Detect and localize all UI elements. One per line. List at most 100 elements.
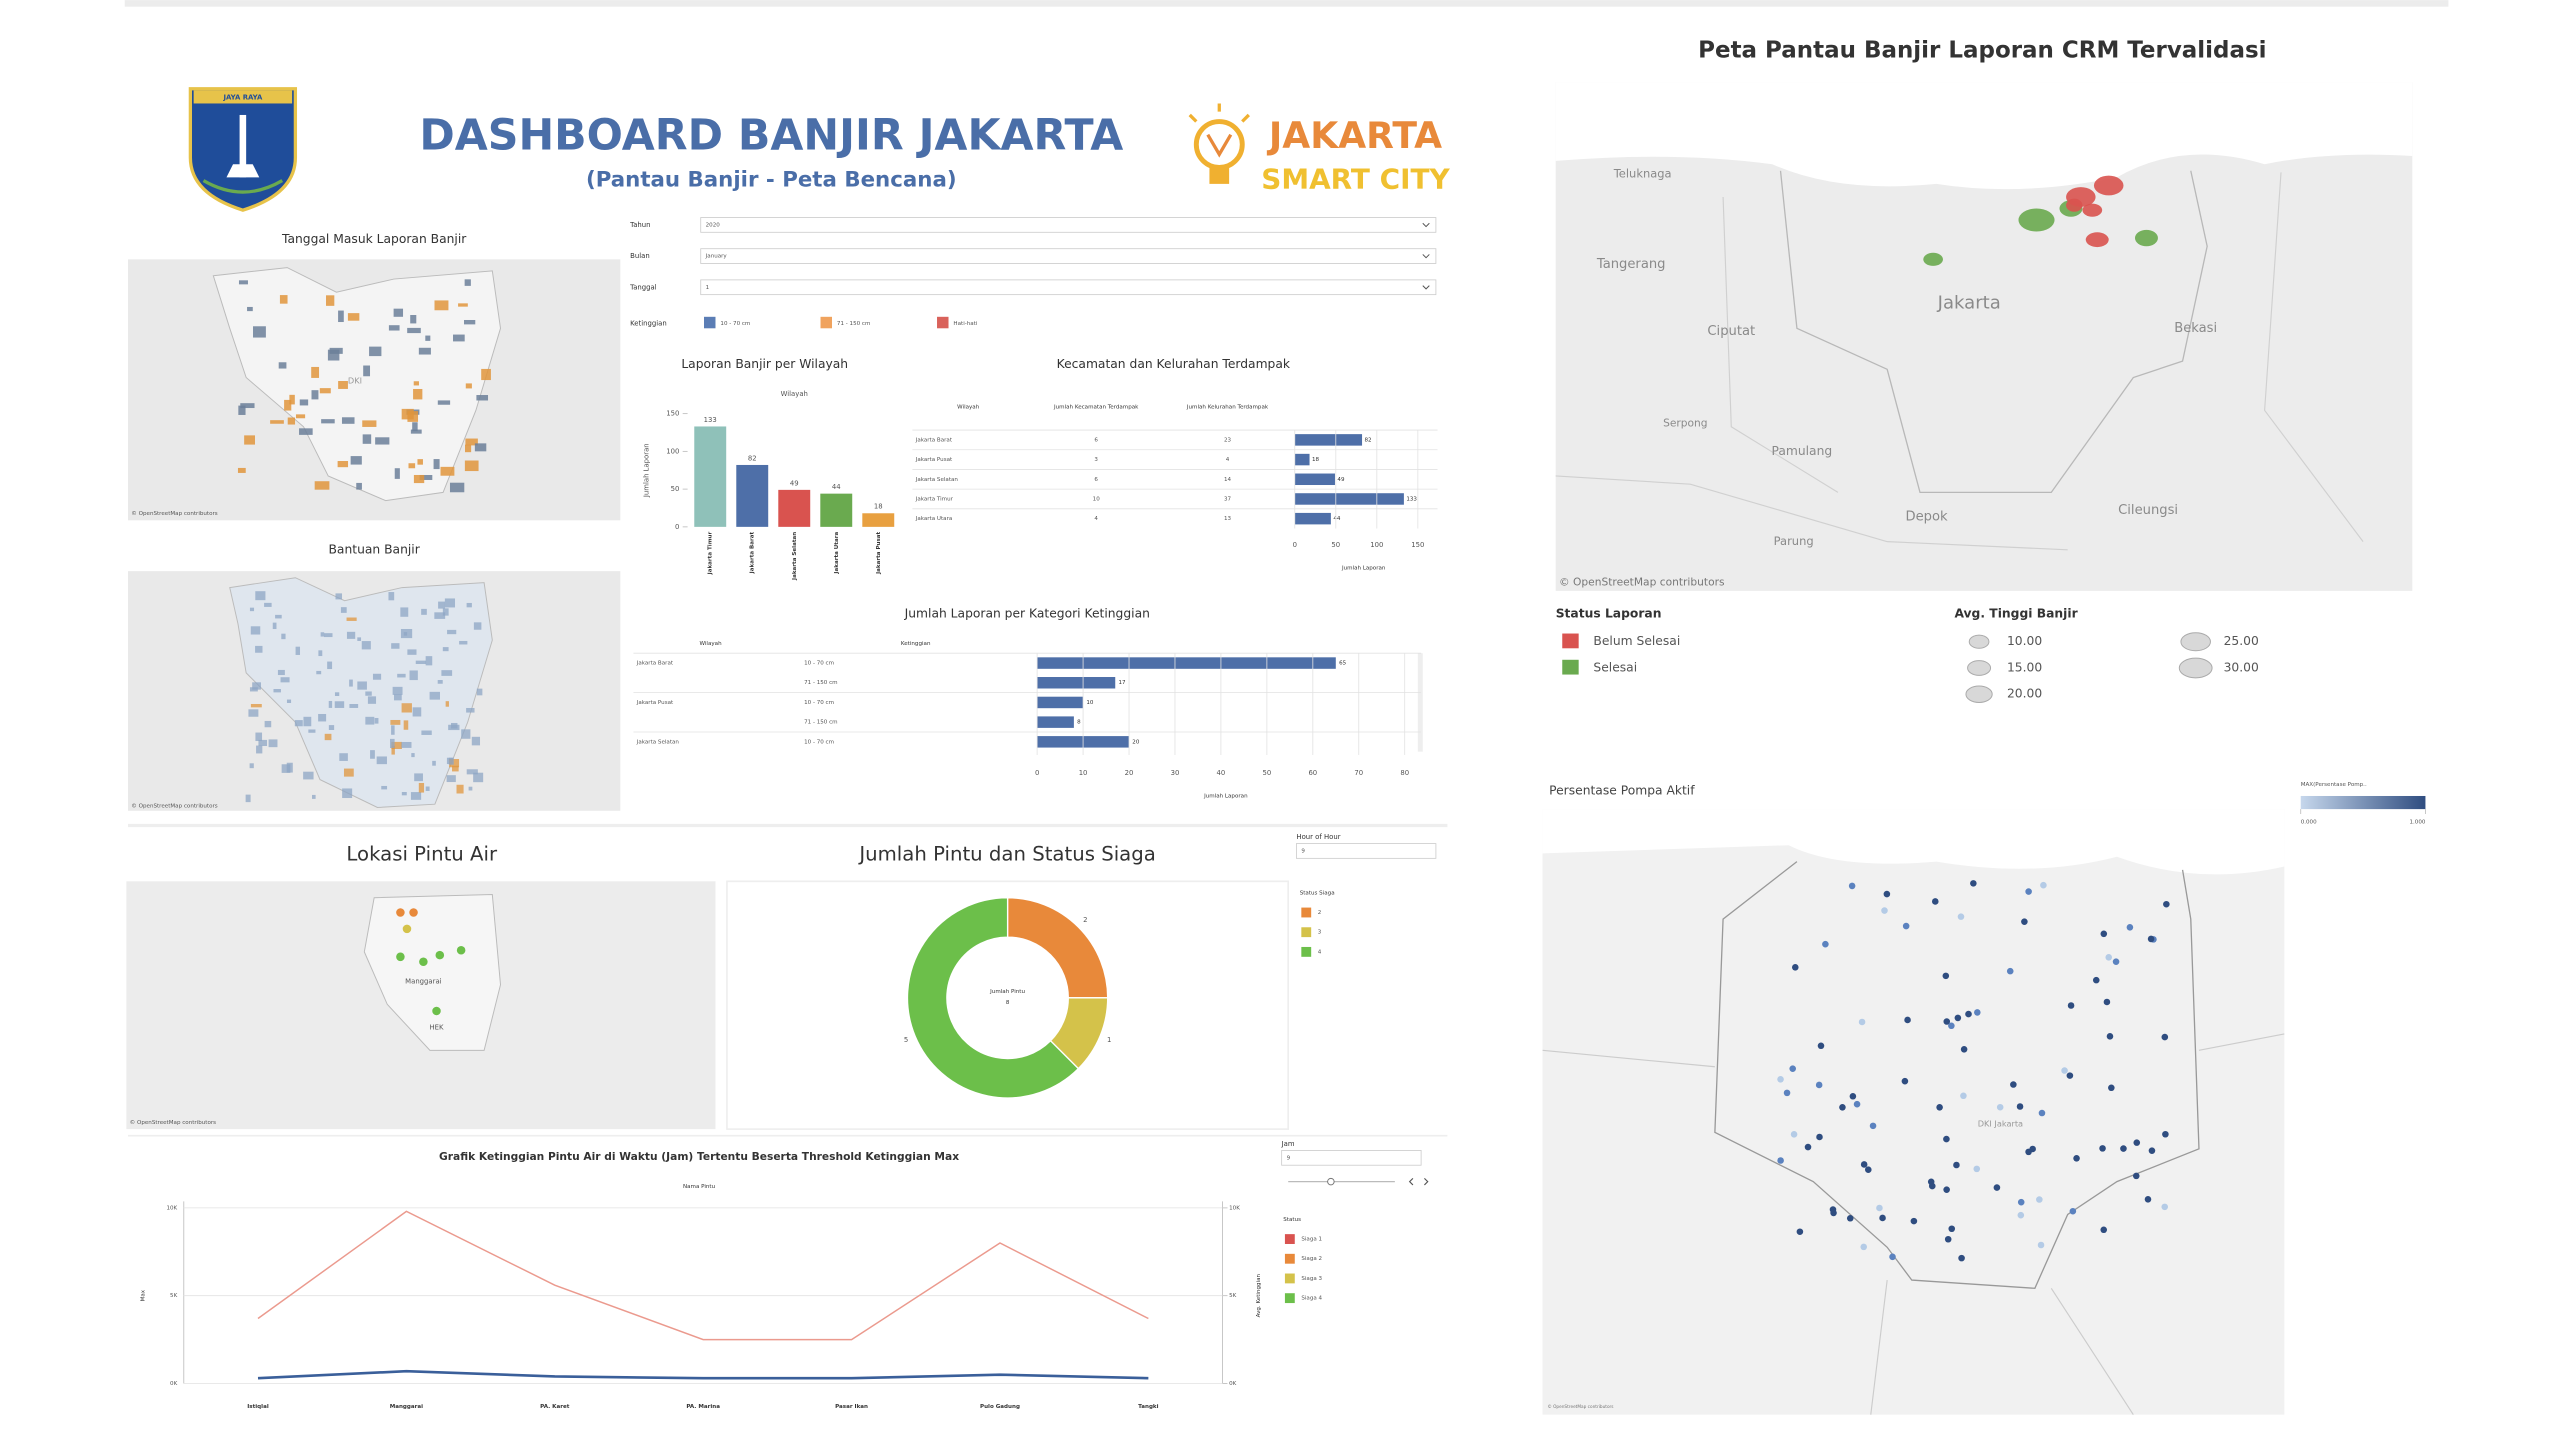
map-area — [474, 443, 487, 452]
map-area — [278, 362, 287, 369]
x-tick-label: 20 — [1125, 769, 1134, 777]
filter-label: Bulan — [630, 252, 650, 260]
cell: 4 — [1094, 516, 1098, 522]
map-area — [299, 428, 313, 435]
map-area — [459, 640, 468, 645]
legend-label: Siaga 1 — [1301, 1237, 1322, 1243]
dropdown[interactable] — [1296, 843, 1437, 859]
map-area — [252, 682, 261, 690]
x-tick-label: Jakarta Utara — [834, 532, 840, 575]
map-point — [2017, 1198, 2025, 1206]
map-area — [456, 784, 464, 794]
map-area — [410, 792, 422, 800]
dropdown[interactable] — [700, 279, 1437, 296]
map-area — [447, 629, 457, 635]
y-tick-label: 150 — [666, 410, 679, 418]
map-area — [255, 591, 266, 601]
line-series — [257, 1210, 1149, 1341]
bar — [736, 464, 769, 527]
x-tick-label: Jakarta Selatan — [792, 532, 798, 581]
map-point — [2067, 1002, 2075, 1009]
map-point — [2040, 881, 2047, 889]
map-point — [2147, 935, 2155, 943]
map-area — [442, 647, 449, 652]
map-area — [311, 390, 319, 400]
map-point — [2061, 1067, 2068, 1074]
map-point — [1816, 1133, 1823, 1141]
legend-size — [1965, 685, 1993, 703]
data-label: 133 — [704, 416, 717, 424]
legend-label: 4 — [1318, 949, 1322, 955]
map-point — [2106, 1033, 2114, 1040]
y-tick-label: 50 — [671, 485, 680, 493]
map-area — [249, 763, 254, 769]
map-place: Pamulang — [1771, 444, 1832, 458]
cell: Jakarta Selatan — [636, 739, 680, 745]
x-tick-label: Manggarai — [390, 1404, 423, 1410]
map-area — [408, 463, 416, 469]
map-area — [287, 417, 296, 425]
bar — [862, 513, 895, 527]
map-area — [425, 786, 430, 791]
map-area — [418, 347, 431, 355]
map-area — [314, 481, 330, 490]
map-point — [2126, 924, 2134, 931]
map-area — [295, 414, 306, 419]
map-point — [1796, 1228, 1804, 1236]
x-tick-label: 100 — [1370, 541, 1383, 549]
dropdown[interactable] — [1281, 1150, 1422, 1166]
map-area — [393, 694, 402, 701]
map-point — [435, 950, 445, 960]
x-tick-label: 70 — [1354, 769, 1363, 777]
map-area — [429, 691, 440, 700]
x-tick-label: Pulo Gadung — [980, 1404, 1020, 1410]
map-label: DKI Jakarta — [1978, 1119, 2023, 1129]
cell: Jakarta Selatan — [915, 477, 959, 483]
map-area — [289, 394, 295, 405]
map-area — [240, 403, 255, 409]
map-point — [2017, 1211, 2025, 1219]
map-area — [388, 325, 400, 331]
y-axis-label: Max — [140, 1289, 146, 1301]
map-place: Cileungsi — [2118, 503, 2178, 518]
map-point — [1902, 922, 1910, 930]
cell: 3 — [1094, 457, 1098, 463]
map-area — [453, 334, 465, 342]
dropdown-arrow — [1422, 222, 1430, 228]
cell: 10 - 70 cm — [804, 661, 834, 667]
legend-label: Siaga 2 — [1301, 1256, 1322, 1262]
dropdown[interactable] — [700, 248, 1437, 264]
road — [1555, 172, 2364, 551]
x-tick-label: PA. Marina — [686, 1404, 720, 1410]
map-area — [407, 649, 417, 655]
slider-handle[interactable] — [1327, 1177, 1335, 1186]
x-tick-label: 30 — [1171, 769, 1180, 777]
data-label: 44 — [832, 483, 841, 491]
map-area — [419, 474, 433, 480]
map-area — [350, 456, 362, 465]
slider-step[interactable] — [1408, 1177, 1429, 1186]
map-area — [357, 681, 367, 690]
map-area — [369, 346, 382, 357]
dropdown[interactable] — [700, 217, 1437, 233]
map-point — [1954, 1014, 1962, 1022]
y2-axis-label: Avg. Ketinggian — [1256, 1274, 1262, 1318]
map-area — [280, 677, 290, 683]
map-area — [255, 732, 263, 742]
map-area — [461, 729, 471, 739]
legend-label: Siaga 3 — [1301, 1276, 1322, 1282]
map-region — [212, 267, 502, 502]
map-area — [272, 622, 277, 630]
dashboard-title: DASHBOARD BANJIR JAKARTA — [419, 110, 1123, 160]
dropdown-value: January — [705, 254, 728, 260]
map-point — [2105, 954, 2113, 961]
map-area — [415, 660, 427, 665]
map-place: Tangerang — [1596, 257, 1666, 272]
map-point — [1822, 940, 1829, 948]
data-label: 5 — [904, 1036, 908, 1044]
map-area — [411, 753, 415, 758]
map-area — [318, 650, 323, 657]
x-tick-label: 0 — [1293, 541, 1297, 549]
x-tick-label: Jakarta Timur — [708, 532, 714, 576]
bar — [1037, 677, 1116, 689]
